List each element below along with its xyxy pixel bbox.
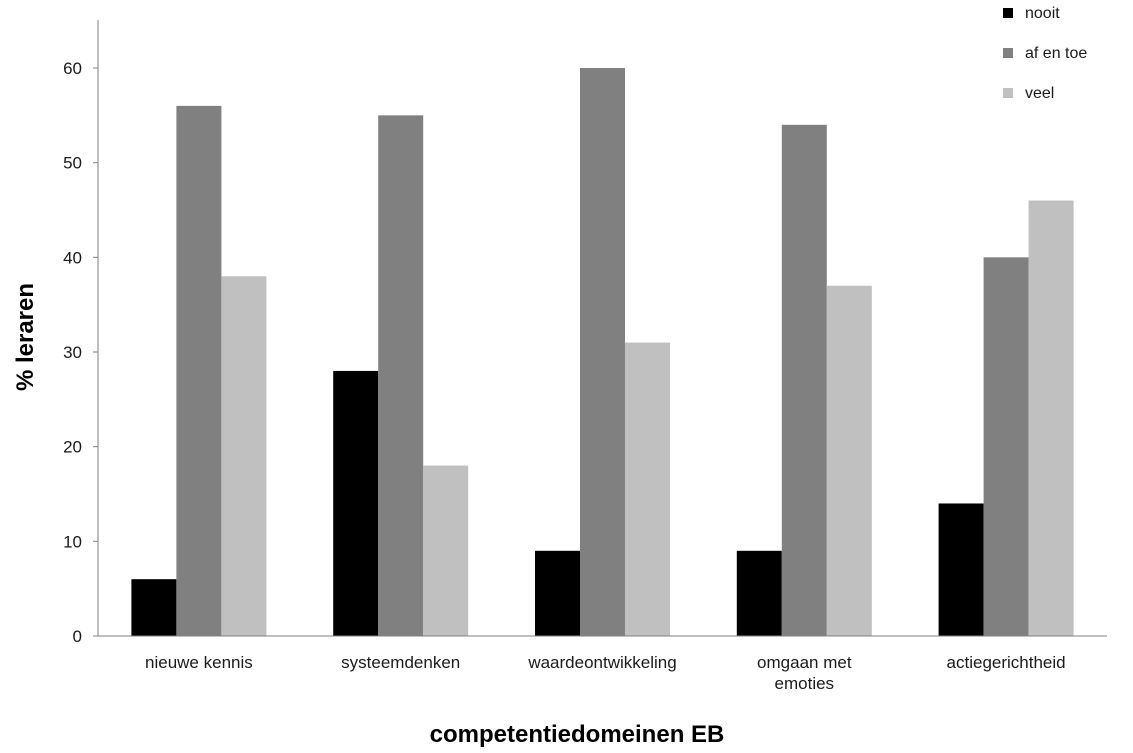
y-tick-label: 0 (73, 627, 82, 646)
y-tick-label: 10 (63, 532, 82, 551)
x-category-label: actiegerichtheid (947, 653, 1066, 672)
bar-nooit-2 (535, 550, 580, 636)
bar-af-en-toe-2 (580, 68, 625, 636)
x-category-label: nieuwe kennis (145, 653, 253, 672)
bar-veel-0 (221, 276, 267, 636)
bar-veel-4 (1028, 200, 1074, 637)
legend-swatch-nooit (1003, 8, 1013, 18)
bar-af-en-toe-1 (378, 115, 424, 637)
bar-veel-2 (625, 342, 670, 636)
bar-veel-3 (826, 285, 872, 636)
x-category-label: omgaan met emoties (757, 653, 852, 693)
x-axis-title: competentiedomeinen EB (430, 721, 725, 748)
x-category-labels: nieuwe kennis systeemdenken waardeontwikke… (145, 653, 1066, 693)
legend-label: nooit (1025, 5, 1060, 22)
y-tick-label: 40 (63, 248, 82, 267)
legend-swatch-veel (1003, 88, 1013, 98)
y-tick-label: 60 (63, 59, 82, 78)
y-tick-labels: 0 10 20 30 40 50 60 (63, 59, 82, 646)
bar-nooit-0 (131, 579, 177, 636)
bar-af-en-toe-0 (176, 105, 222, 636)
legend: nooit af en toe veel (1003, 5, 1087, 102)
legend-label: veel (1025, 85, 1054, 102)
y-tick-label: 30 (63, 343, 82, 362)
legend-label: af en toe (1025, 45, 1087, 62)
x-category-label: systeemdenken (341, 653, 460, 672)
bars-group (131, 68, 1074, 637)
bar-af-en-toe-4 (983, 257, 1029, 636)
y-tick-label: 50 (63, 154, 82, 173)
bar-nooit-3 (736, 550, 782, 636)
x-category-label: waardeontwikkeling (527, 653, 676, 672)
bar-nooit-1 (333, 370, 379, 636)
legend-swatch-af-en-toe (1003, 48, 1013, 58)
bar-nooit-4 (938, 503, 984, 636)
y-axis-title: % leraren (12, 283, 39, 391)
axes-group (93, 20, 1107, 637)
bar-af-en-toe-3 (781, 124, 827, 637)
bar-veel-1 (423, 465, 469, 636)
y-tick-label: 20 (63, 438, 82, 457)
